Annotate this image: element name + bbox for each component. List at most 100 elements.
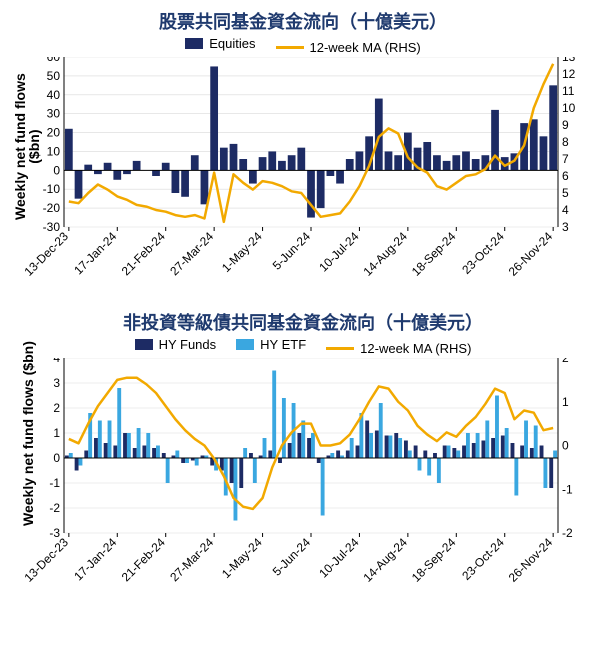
bar: [123, 170, 131, 174]
bar: [385, 436, 389, 459]
bar: [404, 441, 408, 459]
bar: [152, 170, 160, 176]
bar: [530, 448, 534, 458]
x-tick-label: 27-Mar-24: [167, 535, 216, 584]
bar: [263, 438, 267, 458]
bar: [272, 371, 276, 459]
bar: [133, 161, 141, 170]
bar: [530, 119, 538, 170]
legend-item: HY ETF: [236, 337, 306, 352]
y-tick-left: 40: [47, 88, 61, 102]
bar: [156, 446, 160, 459]
bar: [385, 151, 393, 170]
y-tick-right: 1: [562, 395, 569, 409]
x-tick-label: 13-Dec-23: [21, 535, 71, 585]
bar: [462, 446, 466, 459]
y-tick-left: 1: [53, 426, 60, 440]
bar: [414, 446, 418, 459]
y-tick-right: -2: [562, 526, 573, 540]
bar: [117, 388, 121, 458]
bar: [230, 144, 238, 170]
legend-line-icon: [276, 46, 304, 49]
bar: [388, 436, 392, 459]
legend-label: HY Funds: [159, 337, 217, 352]
legend-label: HY ETF: [260, 337, 306, 352]
bar: [427, 458, 431, 476]
y-tick-left: 4: [53, 358, 60, 365]
bar: [94, 438, 98, 458]
y-tick-left: 60: [47, 57, 61, 64]
bar: [505, 428, 509, 458]
bar: [437, 458, 441, 483]
bar: [462, 151, 470, 170]
y-tick-left: 10: [47, 144, 61, 158]
x-tick-label: 10-Jul-24: [316, 229, 362, 275]
bar: [433, 155, 441, 170]
bar: [452, 155, 460, 170]
bar: [172, 170, 180, 193]
chart-plot: -30-20-10010203040506034567891011121313-…: [8, 57, 598, 297]
bar: [394, 155, 402, 170]
x-tick-label: 10-Jul-24: [316, 535, 362, 581]
bar: [452, 448, 456, 458]
y-tick-right: 13: [562, 57, 576, 64]
bar: [288, 443, 292, 458]
bar: [543, 458, 547, 488]
bar: [379, 403, 383, 458]
x-tick-label: 14-Aug-24: [360, 229, 410, 279]
legend-line-icon: [326, 347, 354, 350]
x-tick-label: 17-Jan-24: [71, 535, 119, 583]
bar: [162, 163, 170, 171]
bar: [195, 458, 199, 466]
y-tick-left: -1: [49, 476, 60, 490]
bar: [443, 161, 451, 170]
bar: [491, 438, 495, 458]
x-tick-label: 1-May-24: [219, 229, 265, 275]
bar: [307, 438, 311, 458]
bar: [365, 421, 369, 459]
bar: [307, 170, 315, 217]
bar: [297, 148, 305, 171]
bar: [249, 170, 257, 183]
y-tick-right: 11: [562, 84, 575, 98]
legend-label: 12-week MA (RHS): [310, 40, 421, 55]
bar: [268, 451, 272, 459]
y-tick-left: -20: [43, 201, 61, 215]
bar: [311, 433, 315, 458]
bar: [123, 433, 127, 458]
y-tick-left: 20: [47, 126, 61, 140]
bar: [278, 161, 286, 170]
bar: [549, 85, 557, 170]
bar: [472, 443, 476, 458]
x-tick-label: 26-Nov-24: [506, 535, 556, 585]
bar: [94, 170, 102, 174]
legend-item: HY Funds: [135, 337, 217, 352]
bar: [466, 433, 470, 458]
bar: [495, 396, 499, 459]
x-tick-label: 23-Oct-24: [459, 229, 507, 277]
bar: [418, 458, 422, 471]
y-tick-right: 4: [562, 203, 569, 217]
bar: [326, 170, 334, 176]
y-axis-label: Weekly net fund flows($bn): [12, 73, 42, 220]
bar: [181, 458, 185, 463]
y-tick-right: 6: [562, 169, 569, 183]
bar: [75, 170, 83, 198]
legend-bar-icon: [135, 339, 153, 350]
legend: HY Funds HY ETF 12-week MA (RHS): [8, 337, 598, 356]
y-tick-left: 3: [53, 376, 60, 390]
bar: [239, 458, 243, 488]
x-tick-label: 14-Aug-24: [360, 535, 410, 585]
bar: [282, 398, 286, 458]
bar: [369, 433, 373, 458]
bar: [278, 458, 282, 463]
bar: [394, 433, 398, 458]
legend-item: 12-week MA (RHS): [326, 341, 471, 356]
x-tick-label: 13-Dec-23: [21, 229, 71, 279]
chart-title: 非投資等級債共同基金資金流向（十億美元）: [8, 309, 598, 335]
bar: [540, 446, 544, 459]
bar: [476, 433, 480, 458]
bar: [234, 458, 238, 521]
x-tick-label: 21-Feb-24: [119, 229, 168, 278]
bar: [79, 458, 83, 466]
